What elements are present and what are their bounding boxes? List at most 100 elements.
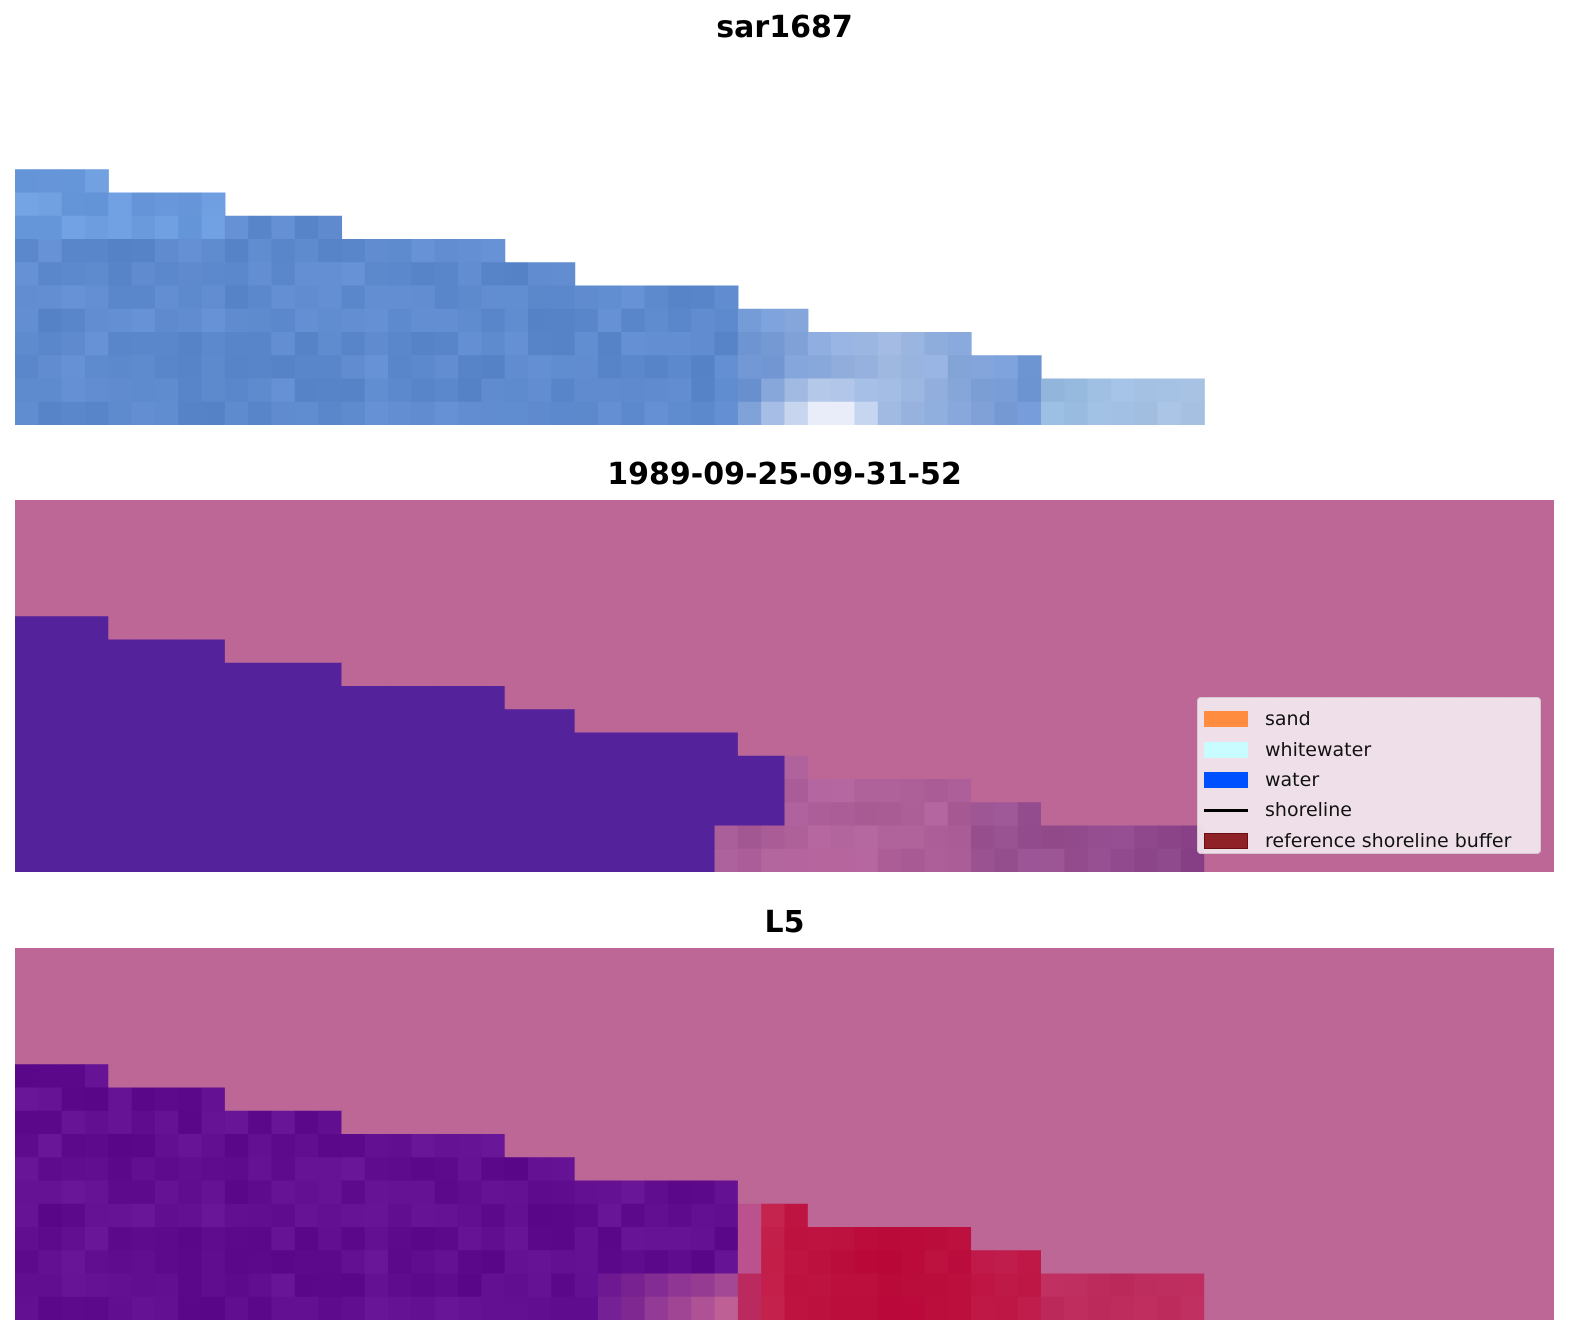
- image-pixel: [1484, 1041, 1508, 1065]
- image-pixel: [458, 639, 482, 664]
- image-pixel: [901, 1273, 926, 1298]
- image-pixel: [1274, 1087, 1299, 1112]
- image-pixel: [551, 1180, 576, 1205]
- image-pixel: [458, 994, 482, 1019]
- image-pixel: [341, 755, 366, 780]
- image-pixel: [737, 546, 762, 571]
- image-pixel: [691, 546, 716, 571]
- image-pixel: [644, 1134, 669, 1158]
- image-pixel: [271, 709, 296, 734]
- image-pixel: [1390, 948, 1415, 972]
- image-pixel: [691, 500, 716, 524]
- image-pixel: [1414, 662, 1439, 687]
- image-pixel: [1180, 1064, 1205, 1089]
- image-pixel: [854, 639, 879, 664]
- image-pixel: [784, 779, 809, 803]
- image-pixel: [364, 355, 389, 380]
- image-pixel: [901, 1041, 926, 1065]
- image-pixel: [248, 1157, 273, 1182]
- image-pixel: [504, 1064, 529, 1089]
- image-pixel: [1274, 662, 1299, 687]
- image-pixel: [1460, 616, 1485, 641]
- image-pixel: [1437, 639, 1462, 664]
- image-pixel: [341, 1017, 366, 1042]
- image-pixel: [15, 215, 39, 240]
- image-pixel: [691, 332, 716, 356]
- image-pixel: [761, 616, 786, 641]
- image-pixel: [434, 686, 459, 710]
- image-pixel: [597, 593, 622, 617]
- image-pixel: [154, 192, 179, 217]
- image-pixel: [271, 971, 296, 996]
- image-pixel: [1110, 616, 1135, 641]
- image-pixel: [411, 569, 436, 594]
- image-pixel: [644, 732, 669, 757]
- image-pixel: [1530, 593, 1554, 617]
- image-pixel: [458, 825, 482, 850]
- image-pixel: [1344, 639, 1369, 664]
- image-pixel: [1227, 1064, 1252, 1089]
- image-pixel: [294, 1227, 319, 1251]
- image-pixel: [364, 1064, 389, 1089]
- image-pixel: [1017, 1064, 1042, 1089]
- image-pixel: [831, 802, 856, 827]
- image-pixel: [61, 825, 86, 850]
- image-pixel: [84, 215, 109, 240]
- image-pixel: [714, 1087, 739, 1112]
- image-pixel: [15, 825, 39, 850]
- image-pixel: [1204, 1134, 1229, 1158]
- image-pixel: [201, 686, 226, 710]
- image-pixel: [271, 569, 296, 594]
- image-pixel: [574, 639, 599, 664]
- image-pixel: [388, 802, 413, 827]
- image-pixel: [1227, 848, 1252, 872]
- image-pixel: [1134, 1064, 1159, 1089]
- image-pixel: [597, 1064, 622, 1089]
- image-pixel: [1507, 1273, 1532, 1298]
- image-pixel: [481, 639, 506, 664]
- image-pixel: [924, 1064, 949, 1089]
- image-pixel: [224, 732, 249, 757]
- image-pixel: [15, 755, 39, 780]
- image-pixel: [178, 779, 203, 803]
- image-pixel: [667, 755, 692, 780]
- image-pixel: [481, 1296, 506, 1320]
- image-pixel: [1017, 593, 1042, 617]
- image-pixel: [1180, 1041, 1205, 1065]
- image-pixel: [574, 709, 599, 734]
- image-pixel: [341, 1250, 366, 1275]
- image-pixel: [994, 378, 1019, 403]
- image-pixel: [154, 686, 179, 710]
- image-pixel: [1367, 1296, 1392, 1320]
- image-pixel: [341, 825, 366, 850]
- panel-title-index: L5: [764, 905, 805, 940]
- image-pixel: [201, 1041, 226, 1065]
- image-pixel: [38, 332, 63, 356]
- image-pixel: [481, 1110, 506, 1135]
- image-pixel: [737, 802, 762, 827]
- image-pixel: [341, 500, 366, 524]
- image-pixel: [574, 686, 599, 710]
- image-pixel: [224, 523, 249, 548]
- image-pixel: [1297, 662, 1322, 687]
- image-pixel: [574, 1041, 599, 1065]
- image-pixel: [1017, 755, 1042, 780]
- image-pixel: [597, 779, 622, 803]
- image-pixel: [1110, 802, 1135, 827]
- image-pixel: [994, 1134, 1019, 1158]
- image-pixel: [481, 732, 506, 757]
- image-pixel: [131, 1017, 156, 1042]
- image-pixel: [1320, 1041, 1345, 1065]
- image-pixel: [224, 378, 249, 403]
- image-pixel: [1064, 1250, 1089, 1275]
- image-pixel: [1017, 1087, 1042, 1112]
- image-pixel: [1134, 1250, 1159, 1275]
- image-pixel: [1390, 546, 1415, 571]
- image-pixel: [1227, 523, 1252, 548]
- image-pixel: [691, 994, 716, 1019]
- image-pixel: [901, 500, 926, 524]
- image-pixel: [1041, 732, 1065, 757]
- image-pixel: [621, 825, 646, 850]
- image-pixel: [994, 355, 1019, 380]
- image-pixel: [831, 848, 856, 872]
